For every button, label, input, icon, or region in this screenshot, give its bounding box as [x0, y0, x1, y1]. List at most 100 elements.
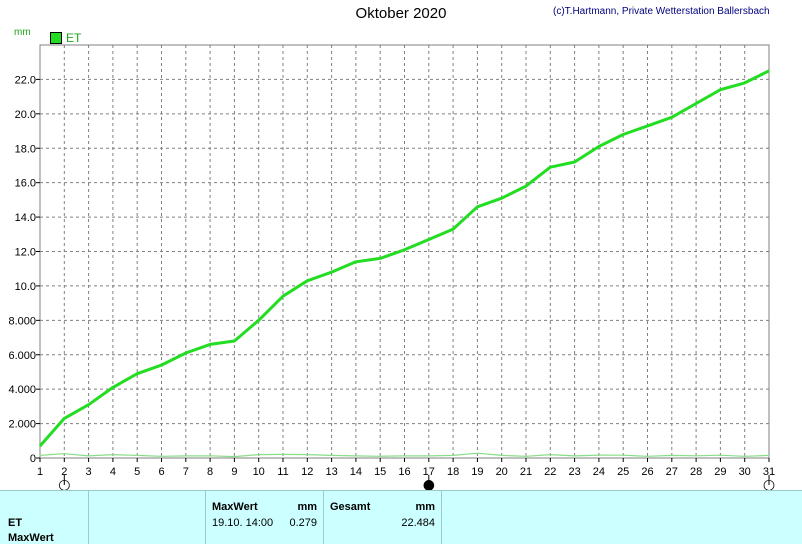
data-point: [549, 454, 551, 456]
data-point: [428, 455, 430, 457]
total-unit: mm: [415, 501, 435, 513]
data-point: [744, 82, 746, 84]
y-tick-label: 14.0: [15, 212, 36, 224]
data-point: [39, 454, 41, 456]
total-value: 22.484: [401, 517, 435, 529]
data-point: [63, 417, 65, 419]
x-tick-label: 10: [253, 466, 265, 478]
x-tick-label: 19: [471, 466, 483, 478]
data-point: [719, 89, 721, 91]
empty-cell: [89, 491, 206, 544]
data-point: [112, 454, 114, 456]
x-tick-label: 13: [325, 466, 337, 478]
x-tick-label: 16: [398, 466, 410, 478]
x-tick-label: 21: [520, 466, 532, 478]
data-point: [452, 228, 454, 230]
max-datetime: 19.10. 14:00: [212, 517, 274, 529]
data-point: [719, 454, 721, 456]
data-point: [598, 454, 600, 456]
x-tick-label: 27: [666, 466, 678, 478]
moon-phase-icon: ○: [58, 477, 70, 490]
x-tick-label: 20: [496, 466, 508, 478]
data-point: [404, 455, 405, 457]
x-tick-label: 4: [110, 466, 116, 478]
data-point: [63, 453, 65, 455]
y-axis-unit: mm: [14, 27, 31, 38]
x-tick-label: 28: [690, 466, 702, 478]
row-label-maxwert: MaxWert: [8, 532, 54, 544]
y-tick-label: 12.0: [15, 247, 36, 259]
y-tick-label: 8.000: [8, 315, 36, 327]
x-tick-label: 15: [374, 466, 386, 478]
y-tick-label: 18.0: [15, 143, 36, 155]
data-point: [647, 455, 648, 457]
x-tick-label: 8: [207, 466, 213, 478]
data-point: [88, 455, 90, 457]
y-tick-label: 10.0: [15, 281, 36, 293]
data-point: [233, 456, 235, 458]
y-tick-label: 22.0: [15, 74, 36, 86]
data-point: [768, 70, 770, 72]
data-point: [39, 445, 41, 447]
max-value: 0.279: [289, 517, 317, 529]
data-point: [744, 455, 746, 457]
data-point: [282, 295, 284, 297]
data-point: [112, 386, 114, 388]
row-label-et: ET: [8, 517, 23, 529]
data-point: [306, 454, 308, 456]
x-tick-label: 1: [37, 466, 43, 478]
data-point: [452, 454, 454, 456]
data-point: [768, 454, 770, 456]
x-tick-label: 12: [301, 466, 313, 478]
y-tick-label: 0: [30, 453, 36, 465]
data-point: [598, 146, 600, 148]
data-point: [331, 454, 333, 456]
data-point: [331, 271, 333, 273]
data-point: [671, 454, 673, 456]
data-point: [258, 319, 260, 321]
data-point: [258, 454, 260, 456]
max-unit: mm: [297, 501, 317, 513]
moon-phase-icon: ○: [763, 477, 775, 490]
data-point: [574, 455, 576, 457]
x-tick-label: 29: [714, 466, 726, 478]
max-header: MaxWert: [212, 501, 258, 513]
data-point: [671, 116, 673, 118]
x-tick-label: 6: [158, 466, 164, 478]
chart-title: Oktober 2020: [355, 5, 447, 22]
x-tick-label: 7: [183, 466, 189, 478]
x-tick-label: 31: [763, 466, 775, 478]
x-tick-label: 2: [61, 466, 67, 478]
x-tick-label: 5: [134, 466, 140, 478]
x-tick-label: 11: [277, 466, 288, 478]
total-cell: Gesamt mm 22.484: [324, 491, 442, 544]
total-header: Gesamt: [330, 501, 371, 513]
data-point: [209, 343, 211, 345]
copyright-text: (c)T.Hartmann, Private Wetterstation Bal…: [553, 6, 770, 17]
data-point: [355, 455, 357, 457]
data-point: [695, 455, 697, 457]
data-point: [136, 373, 138, 375]
data-point: [379, 455, 381, 457]
data-point: [233, 340, 235, 342]
summary-table: ET MaxWert MaxWert mm 19.10. 14:00 0.279…: [0, 490, 802, 544]
x-tick-label: 22: [544, 466, 556, 478]
data-point: [185, 352, 187, 354]
data-point: [88, 404, 90, 406]
y-tick-label: 6.000: [8, 350, 36, 362]
data-point: [501, 197, 503, 199]
data-point: [306, 280, 308, 282]
row-label-cell: ET MaxWert: [0, 491, 89, 544]
x-tick-label: 26: [641, 466, 653, 478]
data-point: [404, 249, 405, 251]
line-chart: 1 2 3 4 5 6 7 8 9 10 11 12 13 14 15 16 17 18 19 20 21 22 23 24 2…: [8, 44, 775, 490]
legend[interactable]: ET: [50, 31, 81, 45]
x-tick-label: 3: [86, 466, 92, 478]
x-tick-label: 9: [231, 466, 237, 478]
data-point: [501, 454, 503, 456]
data-point: [695, 103, 697, 105]
data-point: [525, 185, 527, 187]
data-point: [185, 455, 187, 457]
data-point: [622, 133, 624, 135]
data-point: [161, 364, 162, 366]
